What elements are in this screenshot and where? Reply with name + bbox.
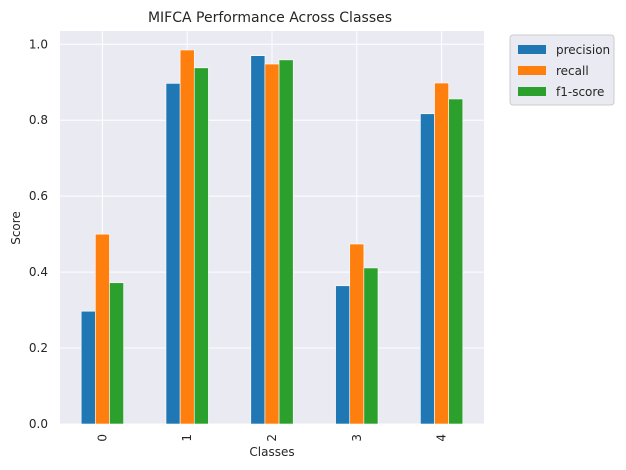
x-tick-label: 2 <box>265 434 279 442</box>
legend-swatch-f1-score <box>518 87 546 96</box>
x-tick-label: 4 <box>435 434 449 442</box>
y-tick-label: 1.0 <box>29 37 48 51</box>
legend: precision recall f1-score <box>509 34 615 106</box>
bar-recall-2 <box>264 63 280 425</box>
y-axis-label: Score <box>9 211 23 245</box>
y-tick-label: 0.2 <box>29 341 48 355</box>
legend-swatch-precision <box>518 45 546 54</box>
legend-label-f1-score: f1-score <box>556 85 604 99</box>
legend-label-recall: recall <box>556 64 589 78</box>
y-tick-label: 0.4 <box>29 265 48 279</box>
x-ticks: 0 1 2 3 4 <box>95 434 448 442</box>
bar-recall-0 <box>95 233 110 425</box>
legend-swatch-recall <box>518 66 546 75</box>
bar-recall-3 <box>349 243 365 425</box>
bar-f1-score-4 <box>448 98 464 425</box>
bar-precision-3 <box>335 285 351 425</box>
bar-recall-1 <box>179 49 195 425</box>
bar-precision-2 <box>250 55 266 425</box>
y-ticks: 0.0 0.2 0.4 0.6 0.8 1.0 <box>29 37 48 431</box>
x-tick-label: 1 <box>180 434 194 442</box>
x-tick-label: 0 <box>95 434 109 442</box>
bar-f1-score-2 <box>278 59 294 425</box>
y-tick-label: 0.0 <box>29 417 48 431</box>
bar-f1-score-3 <box>363 267 379 425</box>
x-tick-label: 3 <box>350 434 364 442</box>
chart-title: MIFCA Performance Across Classes <box>148 10 392 26</box>
bar-recall-4 <box>434 82 449 425</box>
bar-precision-0 <box>80 310 96 425</box>
y-tick-label: 0.6 <box>29 189 48 203</box>
bar-f1-score-1 <box>193 67 209 425</box>
bars <box>80 49 464 425</box>
y-tick-label: 0.8 <box>29 113 48 127</box>
x-axis-label: Classes <box>249 445 294 459</box>
bar-f1-score-0 <box>109 282 124 425</box>
bar-precision-4 <box>420 113 435 425</box>
bar-precision-1 <box>165 83 181 425</box>
legend-label-precision: precision <box>556 43 610 57</box>
